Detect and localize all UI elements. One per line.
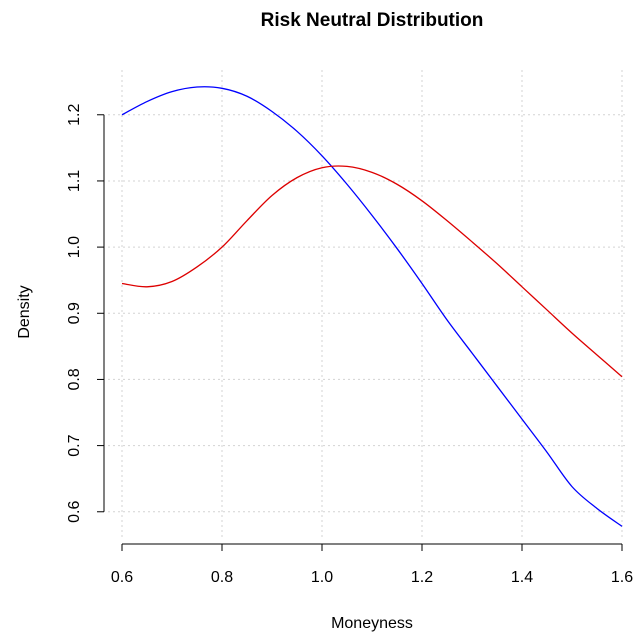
- y-tick-label: 1.0: [66, 236, 83, 258]
- x-tick-label: 0.6: [111, 569, 133, 586]
- grid-lines: [108, 70, 628, 540]
- chart-title: Risk Neutral Distribution: [261, 10, 484, 31]
- y-tick-label: 0.8: [66, 368, 83, 390]
- axes: [103, 114, 622, 545]
- y-tick-label: 0.6: [66, 501, 83, 523]
- y-tick-label: 1.1: [66, 170, 83, 192]
- y-tick-label: 0.7: [66, 434, 83, 456]
- series-lines: [121, 86, 623, 527]
- x-tick-label: 1.6: [611, 569, 633, 586]
- x-tick-label: 1.0: [311, 569, 333, 586]
- y-tick-label: 1.2: [66, 104, 83, 126]
- y-tick-label: 0.9: [66, 302, 83, 324]
- ticks: 0.6 0.8 1.0 1.2 1.4 1.6 0.6 0.7 0.8 0.9 1.0 1.1 1.2: [66, 104, 633, 586]
- y-axis-label: Density: [16, 285, 33, 338]
- x-tick-label: 0.8: [211, 569, 233, 586]
- series-line-0: [121, 86, 623, 527]
- x-axis-label: Moneyness: [331, 615, 413, 632]
- x-tick-label: 1.4: [511, 569, 533, 586]
- series-line-1: [121, 165, 623, 378]
- x-tick-label: 1.2: [411, 569, 433, 586]
